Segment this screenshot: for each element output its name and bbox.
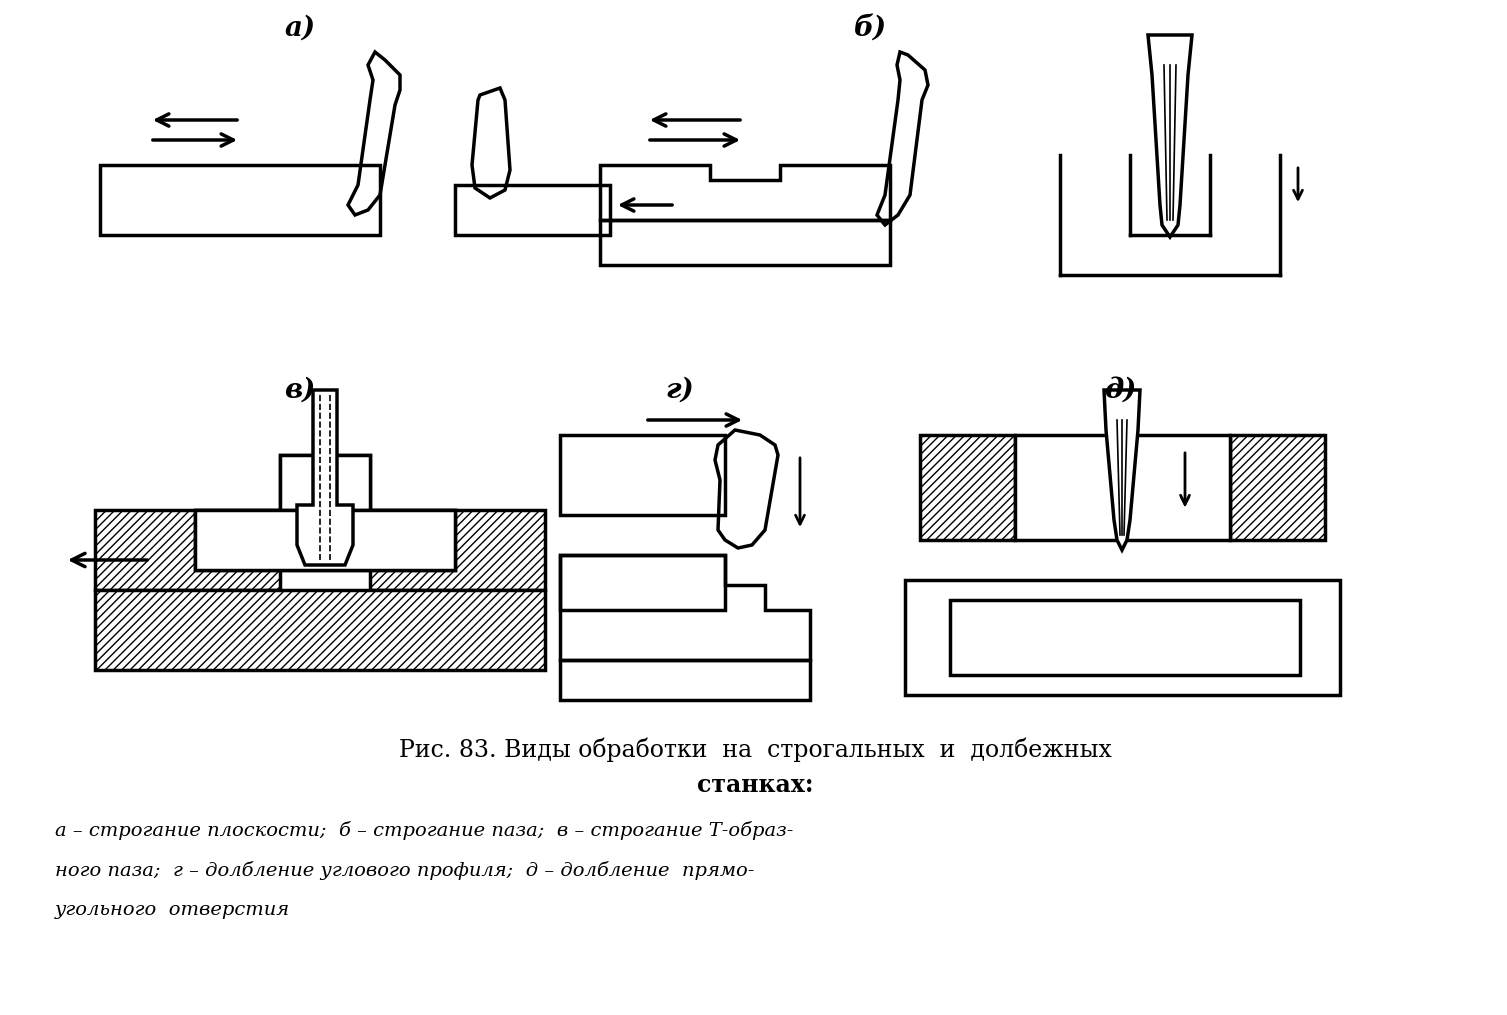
- Polygon shape: [280, 455, 371, 510]
- Text: Рис. 83. Виды обработки  на  строгальных  и  долбежных: Рис. 83. Виды обработки на строгальных и…: [399, 738, 1111, 762]
- Polygon shape: [280, 455, 371, 510]
- Text: д): д): [1103, 377, 1136, 404]
- Text: а – строгание плоскости;  б – строгание паза;  в – строгание Т-образ-: а – строгание плоскости; б – строгание п…: [54, 820, 793, 839]
- Polygon shape: [919, 435, 1016, 540]
- Polygon shape: [1105, 390, 1139, 550]
- Text: б): б): [853, 14, 886, 42]
- Text: станках:: станках:: [696, 773, 814, 797]
- Polygon shape: [1230, 435, 1325, 540]
- Text: в): в): [285, 377, 315, 404]
- Polygon shape: [95, 510, 280, 590]
- Polygon shape: [194, 510, 455, 570]
- Polygon shape: [371, 510, 546, 590]
- Polygon shape: [297, 390, 353, 565]
- Polygon shape: [194, 510, 455, 570]
- Text: ного паза;  г – долбление углового профиля;  д – долбление  прямо-: ного паза; г – долбление углового профил…: [54, 861, 755, 880]
- Text: г): г): [666, 377, 695, 404]
- Text: а): а): [285, 14, 315, 42]
- Polygon shape: [95, 590, 546, 670]
- Polygon shape: [1016, 435, 1230, 540]
- Text: угольного  отверстия: угольного отверстия: [54, 901, 291, 919]
